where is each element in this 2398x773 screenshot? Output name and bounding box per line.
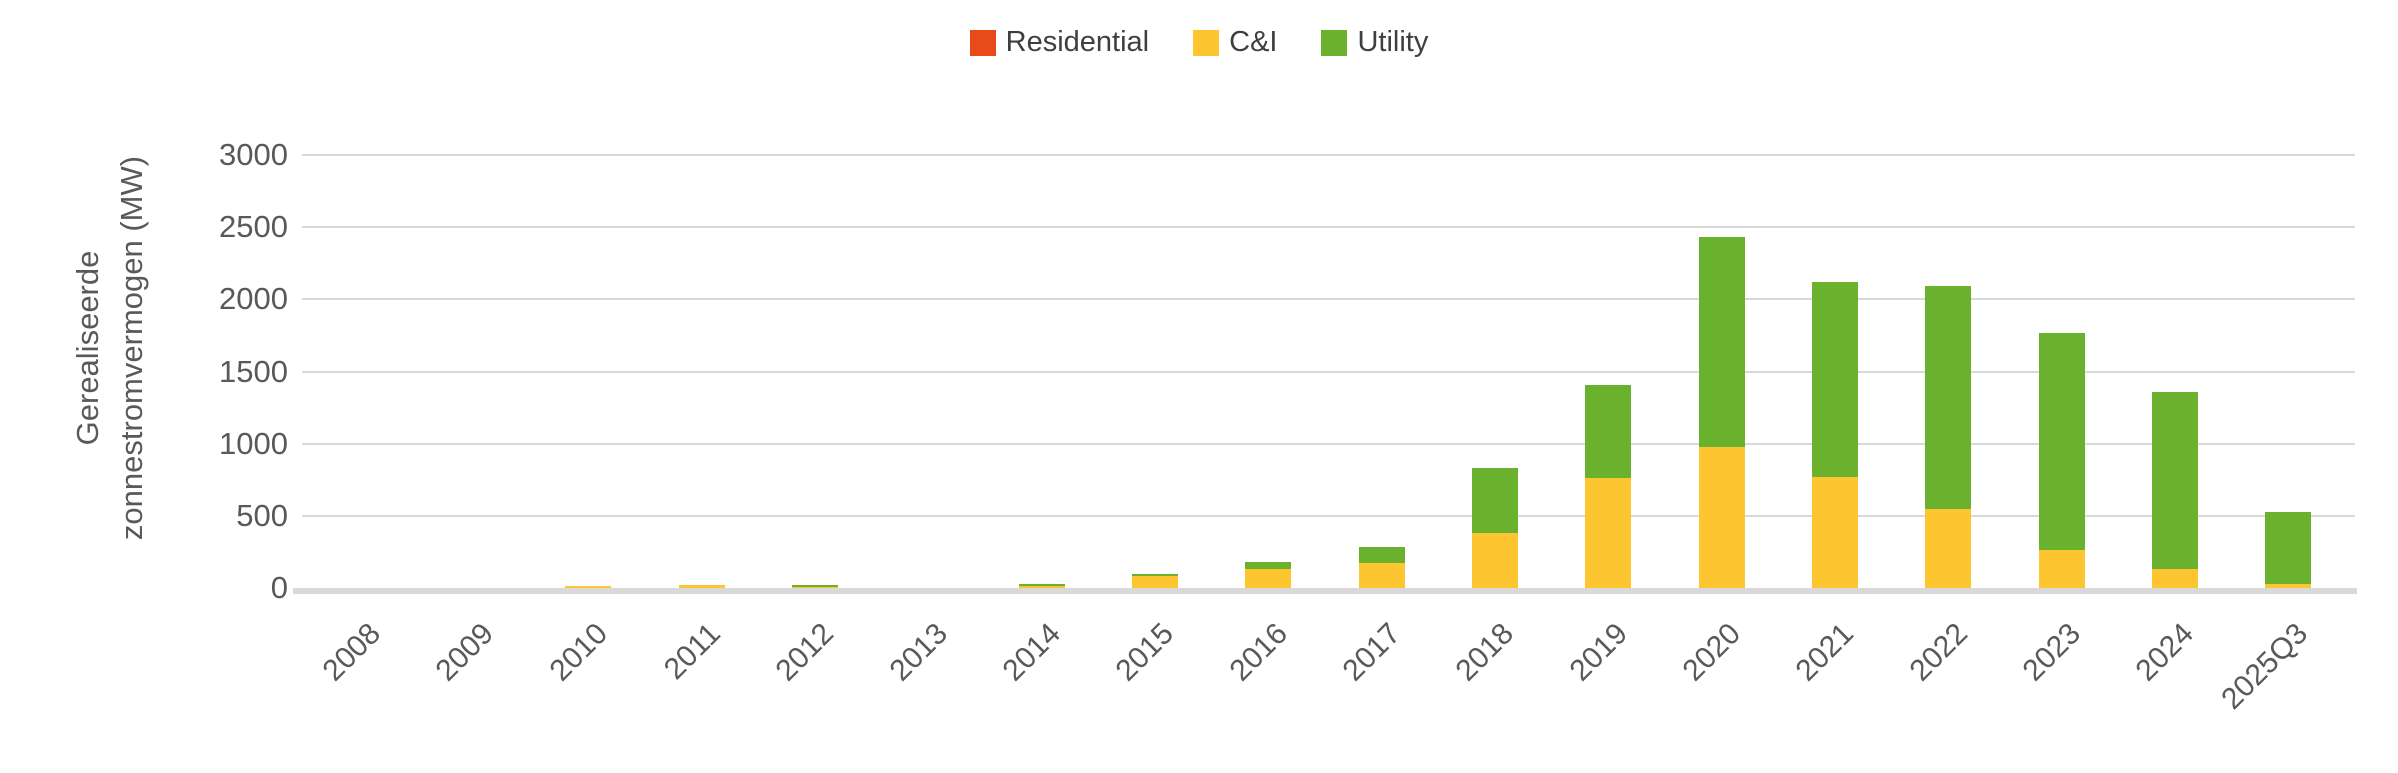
x-tick-label-2025Q3: 2025Q3 — [2214, 616, 2314, 716]
chart-legend: Residential C&I Utility — [0, 26, 2398, 59]
bar-segment-2019-Utility — [1585, 384, 1632, 479]
legend-label-ci: C&I — [1229, 26, 1278, 58]
y-tick-label-1500: 1500 — [219, 353, 288, 389]
bar-segment-2021-Utility — [1812, 282, 1858, 477]
x-tick-label-2011: 2011 — [658, 616, 727, 686]
bar-segment-2012-Utility — [792, 585, 838, 587]
x-tick-label-2010: 2010 — [543, 616, 614, 688]
y-tick-label-2500: 2500 — [219, 209, 288, 245]
bar-2015 — [1132, 573, 1178, 588]
y-tick-label-2000: 2000 — [219, 281, 288, 317]
bar-segment-2020-Utility — [1698, 236, 1745, 448]
plot-area — [293, 154, 2357, 594]
ci-color-swatch — [1193, 29, 1220, 56]
legend-label-utility: Utility — [1357, 26, 1429, 58]
bar-segment-2018-C&I — [1472, 533, 1518, 588]
gridline-1500 — [302, 370, 2355, 373]
bar-segment-2012-C&I — [792, 586, 838, 588]
x-tick-label-2014: 2014 — [996, 616, 1067, 688]
y-tick-label-500: 500 — [236, 497, 288, 533]
x-tick-label-2021: 2021 — [1789, 616, 1861, 688]
bar-segment-2010-C&I — [565, 585, 612, 588]
bar-2020 — [1698, 236, 1745, 588]
legend-item-ci: C&I — [1193, 26, 1277, 59]
x-tick-label-2008: 2008 — [316, 616, 387, 688]
x-tick-label-2013: 2013 — [883, 616, 954, 688]
legend-item-utility: Utility — [1321, 26, 1428, 59]
bar-segment-2025Q3-C&I — [2265, 583, 2312, 588]
bar-2024 — [2152, 391, 2198, 588]
utility-color-swatch — [1321, 29, 1348, 56]
x-tick-label-2019: 2019 — [1563, 616, 1634, 688]
x-tick-label-2023: 2023 — [2016, 616, 2087, 688]
x-axis-line — [293, 588, 2357, 594]
bar-2018 — [1472, 468, 1518, 588]
bar-2014 — [1018, 584, 1065, 588]
gridline-2000 — [302, 298, 2355, 301]
bar-segment-2025Q3-Utility — [2265, 512, 2312, 584]
x-tick-label-2018: 2018 — [1449, 616, 1521, 688]
bar-segment-2011-C&I — [678, 585, 725, 588]
gridline-3000 — [302, 154, 2355, 156]
bar-segment-2022-Utility — [1925, 285, 1972, 510]
x-tick-label-2024: 2024 — [2129, 616, 2201, 688]
y-tick-label-0: 0 — [270, 570, 288, 605]
x-tick-label-2017: 2017 — [1336, 616, 1407, 688]
bar-segment-2024-Utility — [2152, 391, 2198, 569]
legend-label-residential: Residential — [1005, 26, 1150, 58]
legend-item-residential: Residential — [969, 26, 1150, 59]
bar-segment-2017-Utility — [1358, 547, 1405, 564]
x-tick-label-2009: 2009 — [429, 616, 501, 688]
bar-2023 — [2038, 332, 2085, 588]
x-tick-label-2022: 2022 — [1903, 616, 1974, 688]
bar-segment-2014-Utility — [1018, 584, 1065, 586]
bar-segment-2022-C&I — [1925, 509, 1972, 588]
bar-segment-2018-Utility — [1472, 468, 1518, 534]
bar-2021 — [1812, 282, 1858, 588]
x-tick-label-2016: 2016 — [1223, 616, 1294, 688]
bar-segment-2016-C&I — [1245, 569, 1292, 588]
bar-segment-2017-C&I — [1358, 563, 1405, 588]
gridline-500 — [302, 514, 2355, 517]
gridline-2500 — [302, 226, 2355, 229]
bar-segment-2015-Utility — [1132, 573, 1178, 576]
bar-2011 — [678, 585, 725, 588]
x-axis-tick-labels: 2008 2009 2010 2011 2012 2013 2014 2015 2016 2017… — [305, 600, 2345, 773]
x-tick-label-2012: 2012 — [769, 616, 841, 688]
y-axis-tick-labels: 0 500 1000 1500 2000 2500 3000 — [0, 137, 288, 605]
y-tick-label-3000: 3000 — [219, 137, 288, 172]
bar-segment-2023-Utility — [2038, 332, 2085, 551]
bar-2019 — [1585, 384, 1632, 588]
residential-color-swatch — [969, 29, 996, 56]
x-tick-label-2015: 2015 — [1109, 616, 1181, 688]
bar-segment-2016-Utility — [1245, 562, 1292, 570]
x-tick-label-2020: 2020 — [1676, 616, 1747, 688]
bar-2025Q3 — [2265, 512, 2312, 588]
bar-2016 — [1245, 562, 1292, 588]
bar-segment-2019-C&I — [1585, 478, 1632, 588]
bar-segment-2021-C&I — [1812, 476, 1858, 588]
y-tick-label-1000: 1000 — [219, 425, 288, 461]
bar-2010 — [565, 585, 612, 588]
bar-segment-2023-C&I — [2038, 550, 2085, 588]
bar-segment-2024-C&I — [2152, 568, 2198, 588]
bar-segment-2015-C&I — [1132, 575, 1178, 588]
bar-2012 — [792, 585, 838, 588]
bar-2022 — [1925, 285, 1972, 588]
gridline-1000 — [302, 442, 2355, 445]
bar-segment-2020-C&I — [1698, 447, 1745, 588]
bar-2017 — [1358, 547, 1405, 588]
bar-segment-2014-C&I — [1018, 585, 1065, 588]
